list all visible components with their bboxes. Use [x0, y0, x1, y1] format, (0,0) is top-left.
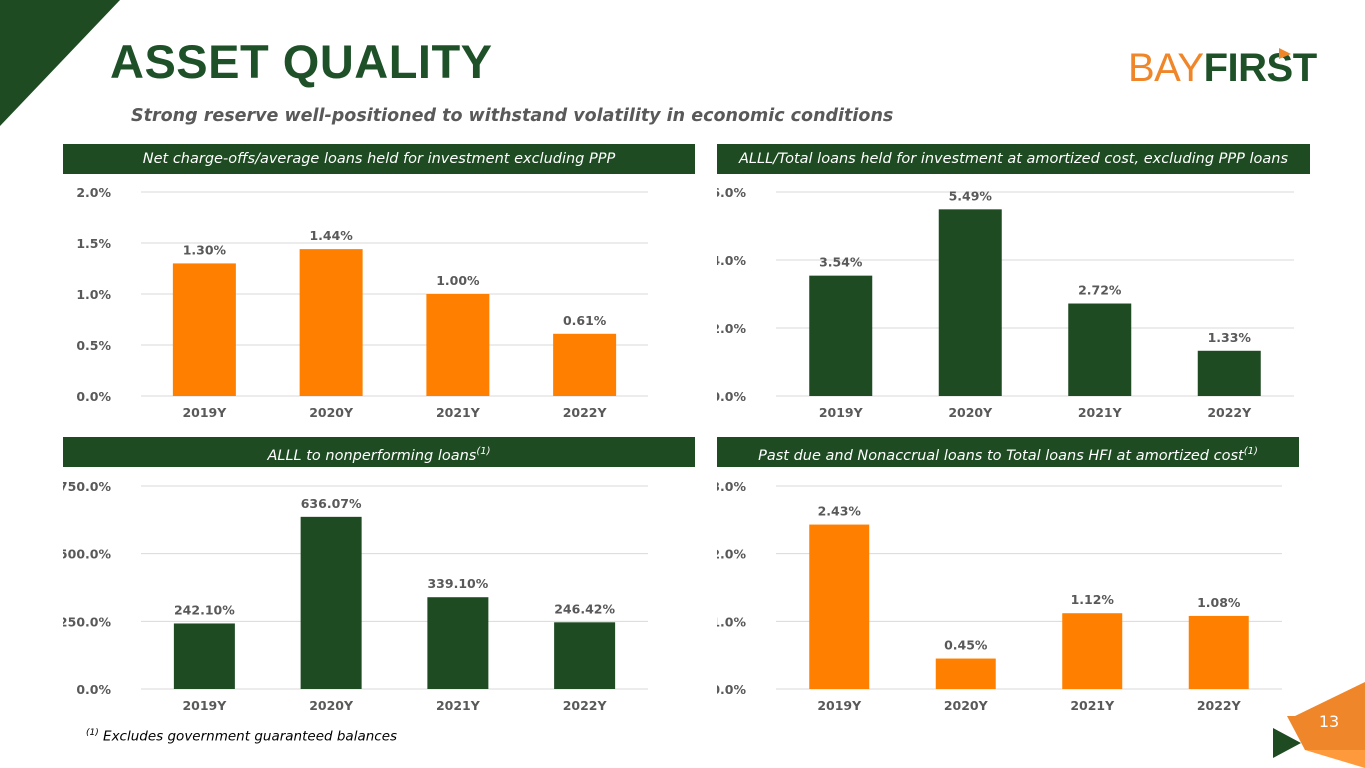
banner-net-charge-offs-label: Net charge-offs/average loans held for i…	[142, 151, 616, 167]
bar-2021Y	[1068, 303, 1132, 396]
x-tick-label: 2021Y	[436, 405, 481, 420]
banner-alll-total-loans: ALLL/Total loans held for investment at …	[717, 144, 1310, 174]
corner-triangle-decoration	[0, 0, 120, 126]
y-tick-label: 0.0%	[76, 389, 111, 404]
x-tick-label: 2022Y	[563, 405, 608, 420]
x-tick-label: 2020Y	[944, 698, 989, 713]
bar-2022Y	[553, 333, 617, 396]
data-label: 2.72%	[1078, 283, 1122, 298]
data-label: 242.10%	[174, 602, 235, 617]
data-label: 246.42%	[554, 601, 615, 616]
x-tick-label: 2021Y	[1078, 405, 1123, 420]
data-label: 1.33%	[1208, 330, 1252, 345]
data-label: 1.08%	[1197, 595, 1241, 610]
footnote-text: Excludes government guaranteed balances	[98, 728, 398, 745]
banner-past-due-label: Past due and Nonaccrual loans to Total l…	[758, 447, 1244, 464]
data-label: 1.12%	[1071, 592, 1115, 607]
data-label: 5.49%	[949, 188, 993, 203]
y-tick-label: 1.0%	[76, 287, 111, 302]
y-tick-label: 2.0%	[76, 185, 111, 200]
x-tick-label: 2019Y	[182, 698, 227, 713]
banner-alll-total-loans-label: ALLL/Total loans held for investment at …	[739, 151, 1288, 167]
bar-2019Y	[809, 275, 873, 396]
x-tick-label: 2019Y	[182, 405, 227, 420]
bar-2021Y	[1062, 613, 1123, 689]
footnote-marker: (1)	[86, 728, 99, 738]
y-tick-label: 0.5%	[76, 338, 111, 353]
y-tick-label: 750.0%	[63, 479, 111, 494]
banner-alll-nonperforming-label: ALLL to nonperforming loans	[267, 447, 477, 464]
x-tick-label: 2019Y	[817, 698, 862, 713]
banner-past-due-footnote-marker: (1)	[1243, 446, 1258, 457]
y-tick-label: 0.0%	[76, 682, 111, 697]
y-tick-label: 0.0%	[717, 389, 746, 404]
data-label: 636.07%	[301, 496, 362, 511]
x-tick-label: 2020Y	[948, 405, 993, 420]
x-tick-label: 2022Y	[563, 698, 608, 713]
y-tick-label: 2.0%	[717, 547, 746, 562]
banner-alll-nonperforming: ALLL to nonperforming loans(1)	[63, 437, 695, 467]
x-tick-label: 2021Y	[436, 698, 481, 713]
corner-arrow-decoration	[1273, 682, 1365, 768]
page-title: ASSET QUALITY	[110, 35, 493, 88]
data-label: 3.54%	[819, 255, 863, 270]
bar-2021Y	[426, 294, 490, 396]
y-tick-label: 1.0%	[717, 614, 746, 629]
logo-bay-text: BAY	[1128, 46, 1204, 90]
y-tick-label: 1.5%	[76, 236, 111, 251]
bar-2020Y	[299, 249, 363, 396]
x-tick-label: 2019Y	[819, 405, 864, 420]
chart-net-charge-offs: 0.0% 0.5% 1.0% 1.5% 2.0% 1.30% 2019Y 1.44% 2020Y…	[76, 185, 648, 420]
chart-alll-total-loans: 0.0% 2.0% 4.0% 6.0% 3.54% 2019Y 5.49% 2020Y 2.72…	[717, 185, 1294, 420]
chart-past-due: 0.0% 1.0% 2.0% 3.0% 2.43% 2019Y 0.45% 2020Y 1.12…	[717, 479, 1282, 713]
footnote: (1) Excludes government guaranteed balan…	[86, 728, 397, 745]
bar-2022Y	[1188, 615, 1249, 689]
y-tick-label: 500.0%	[63, 547, 111, 562]
logo-flag-icon	[1279, 48, 1291, 59]
bar-2020Y	[300, 516, 362, 689]
y-tick-label: 4.0%	[717, 253, 746, 268]
bar-2020Y	[935, 658, 996, 689]
logo-first-text: FIRST	[1203, 46, 1318, 90]
y-tick-label: 250.0%	[63, 614, 111, 629]
y-tick-label: 0.0%	[717, 682, 746, 697]
bar-2019Y	[172, 263, 236, 396]
data-label: 1.00%	[436, 273, 480, 288]
bayfirst-logo: BAYFIRST	[1128, 46, 1330, 90]
bar-2020Y	[938, 209, 1002, 396]
data-label: 2.43%	[818, 504, 862, 519]
x-tick-label: 2020Y	[309, 405, 354, 420]
y-tick-label: 6.0%	[717, 185, 746, 200]
bar-2019Y	[809, 524, 870, 689]
x-tick-label: 2022Y	[1207, 405, 1252, 420]
y-tick-label: 2.0%	[717, 321, 746, 336]
x-tick-label: 2021Y	[1070, 698, 1115, 713]
page-number: 13	[1318, 712, 1340, 731]
page-subtitle: Strong reserve well-positioned to withst…	[131, 106, 894, 126]
x-tick-label: 2020Y	[309, 698, 354, 713]
y-tick-label: 3.0%	[717, 479, 746, 494]
data-label: 1.44%	[309, 228, 353, 243]
bar-2021Y	[427, 597, 489, 689]
data-label: 0.61%	[563, 313, 607, 328]
bar-2019Y	[173, 623, 235, 689]
data-label: 1.30%	[183, 242, 227, 257]
data-label: 0.45%	[944, 638, 988, 653]
banner-past-due: Past due and Nonaccrual loans to Total l…	[717, 437, 1299, 467]
bar-2022Y	[1197, 350, 1261, 396]
chart-alll-nonperforming: 0.0% 250.0% 500.0% 750.0% 242.10% 2019Y 636.07…	[63, 479, 648, 713]
banner-alll-nonperforming-footnote-marker: (1)	[476, 446, 491, 457]
x-tick-label: 2022Y	[1197, 698, 1242, 713]
banner-net-charge-offs: Net charge-offs/average loans held for i…	[63, 144, 695, 174]
bar-2022Y	[554, 622, 616, 689]
data-label: 339.10%	[427, 576, 488, 591]
